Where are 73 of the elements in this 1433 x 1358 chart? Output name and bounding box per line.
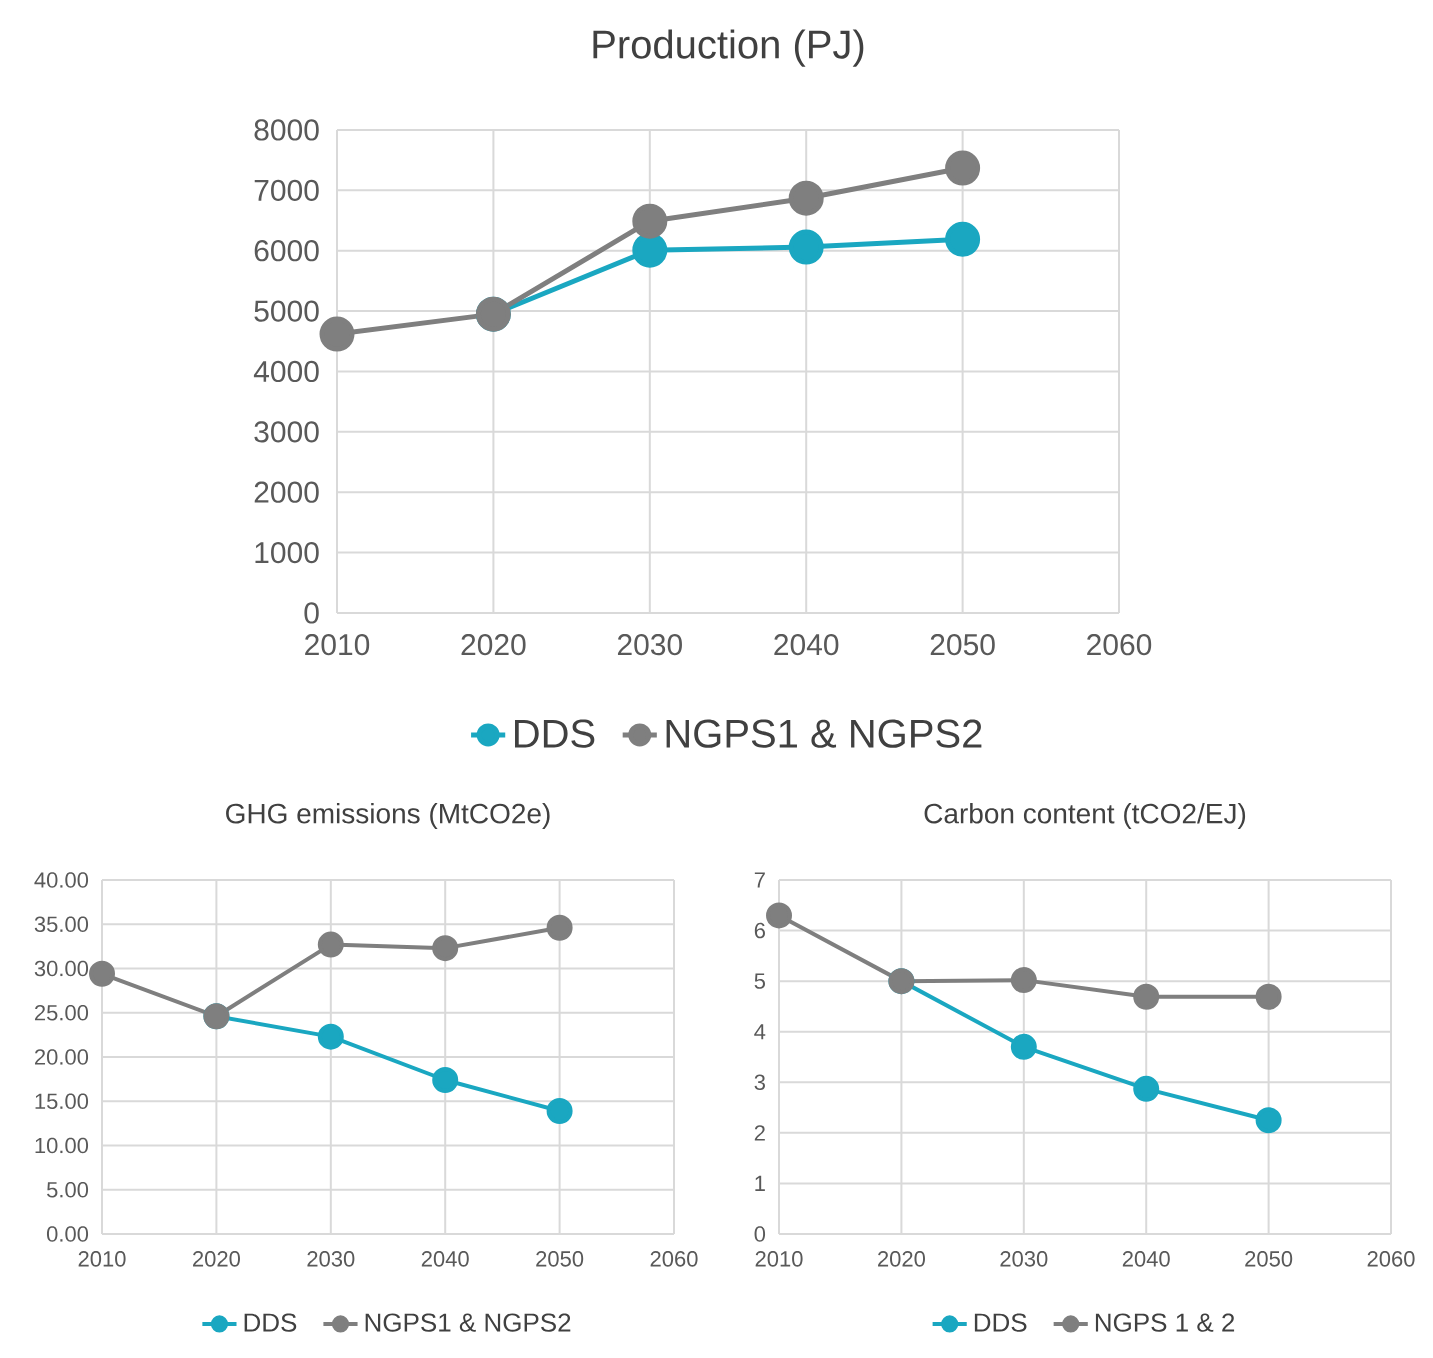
legend-label: NGPS1 & NGPS2 [666, 719, 982, 748]
y-tick-label: 7 [754, 872, 765, 888]
x-tick-label: 2040 [421, 1251, 469, 1267]
y-tick-label: 30.00 [34, 960, 89, 977]
y-tick-label: 4 [754, 1024, 766, 1040]
x-tick-label: 2060 [1367, 1251, 1415, 1267]
x-tick-label: 2050 [930, 634, 995, 656]
y-tick-label: 0.00 [46, 1226, 89, 1242]
point [1133, 1075, 1160, 1102]
chart-title: Carbon content (tCO2/EJ) [924, 802, 1246, 830]
legend-label: NGPS1 & NGPS2 [365, 1313, 571, 1332]
x-tick-label: 2010 [755, 1251, 803, 1267]
point [1133, 983, 1160, 1010]
x-tick-label: 2060 [650, 1251, 698, 1267]
y-tick-label: 2000 [254, 481, 319, 503]
legend-label: DDS [244, 1313, 297, 1332]
point [546, 914, 573, 941]
point [546, 1097, 573, 1124]
y-tick-label: 20.00 [34, 1049, 89, 1065]
point [317, 931, 344, 958]
y-tick-label: 3000 [254, 421, 319, 443]
legend-label: DDS [515, 719, 595, 748]
y-tick-label: 5000 [254, 300, 319, 322]
y-tick-label: 35.00 [34, 916, 89, 933]
point [1010, 967, 1037, 994]
y-tick-label: 0 [754, 1226, 766, 1242]
point [945, 221, 981, 257]
y-tick-label: 6000 [254, 240, 319, 262]
x-tick-label: 2040 [1122, 1251, 1170, 1267]
x-tick-label: 2020 [193, 1251, 240, 1267]
y-tick-label: 0 [304, 602, 319, 624]
point [1010, 1033, 1037, 1060]
legend-label: NGPS 1 & 2 [1095, 1313, 1235, 1332]
x-tick-label: 2030 [1000, 1251, 1048, 1267]
y-tick-label: 5.00 [47, 1181, 89, 1198]
y-tick-label: 15.00 [35, 1093, 89, 1110]
y-tick-label: 6 [754, 922, 765, 939]
chart-title: GHG emissions (MtCO2e) [226, 802, 550, 830]
y-tick-label: 7000 [254, 179, 319, 201]
y-tick-label: 5 [754, 973, 765, 989]
y-tick-label: 25.00 [34, 1004, 89, 1021]
x-tick-label: 2060 [1087, 634, 1152, 656]
x-tick-label: 2010 [305, 634, 370, 656]
point [788, 180, 824, 216]
point [945, 150, 981, 186]
x-tick-label: 2030 [617, 634, 682, 656]
point [432, 1067, 459, 1093]
point [317, 1023, 344, 1050]
y-tick-label: 10.00 [35, 1137, 89, 1154]
x-tick-label: 2050 [536, 1251, 584, 1267]
point [1255, 1107, 1282, 1134]
x-tick-label: 2050 [1245, 1251, 1293, 1267]
y-tick-label: 8000 [254, 119, 319, 141]
y-tick-label: 1000 [255, 541, 319, 564]
point [766, 902, 793, 929]
y-tick-label: 1 [755, 1175, 765, 1191]
x-tick-label: 2010 [78, 1251, 126, 1267]
x-tick-label: 2020 [461, 634, 526, 656]
point [788, 229, 824, 265]
y-tick-label: 2 [754, 1125, 765, 1141]
point [632, 203, 668, 239]
x-tick-label: 2040 [774, 634, 839, 656]
point [1255, 983, 1282, 1010]
point [319, 316, 355, 352]
y-tick-label: 4000 [253, 360, 319, 383]
point [89, 960, 116, 987]
chart-title: Production (PJ) [593, 29, 864, 67]
point [432, 935, 459, 962]
legend-label: DDS [974, 1313, 1027, 1332]
x-tick-label: 2030 [307, 1251, 355, 1267]
y-tick-label: 3 [754, 1074, 765, 1091]
x-tick-label: 2020 [878, 1251, 925, 1267]
y-tick-label: 40.00 [34, 872, 89, 888]
